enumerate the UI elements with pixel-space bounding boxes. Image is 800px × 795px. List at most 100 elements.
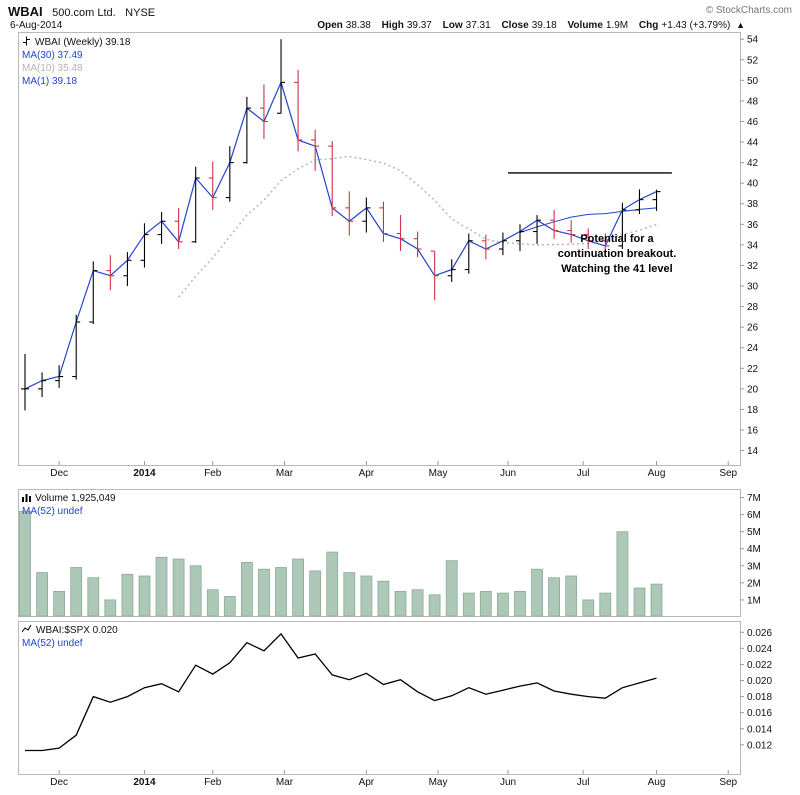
y-axis-label: 0.012 [747,740,772,751]
y-axis-label: 7M [747,493,761,504]
x-axis-label: Feb [204,777,222,788]
volume-bar [496,592,509,617]
ratio-legend-line: WBAI:$SPX 0.020 [21,624,118,637]
y-axis-label: 5M [747,527,761,538]
y-axis-label: 30 [747,282,759,293]
volume-bar [343,572,356,617]
chg-label: Chg [638,20,659,31]
ma1-legend-label: MA(1) 39.18 [22,76,78,87]
volume-legend-line: Volume 1,925,049 [22,492,116,505]
x-axis-label: Aug [647,777,666,788]
y-axis-label: 28 [747,302,759,313]
x-axis-label: 2014 [133,468,156,479]
volume-bar [87,577,100,617]
volume-bar [275,567,287,617]
ratio-ma-legend-label: MA(52) undef [22,638,83,649]
volume-bar [206,589,219,617]
ratio-line [25,632,657,752]
high-value: 39.37 [406,20,432,31]
y-axis-label: 32 [747,261,759,272]
x-axis-label: May [428,777,448,788]
volume-legend-label: Volume 1,925,049 [35,493,116,504]
x-axis-labels-lower: Dec 2014 Feb Mar Apr May Jun Jul Aug Sep [0,777,800,791]
y-axis-label: 3M [747,561,761,572]
x-axis-label: Jul [576,468,590,479]
x-axis-label: Sep [719,777,738,788]
chg-value: +1.43 (+3.79%) [661,20,731,31]
header-row: WBAI 500.com Ltd. NYSE © StockCharts.com [8,3,792,20]
volume-bar [650,583,663,617]
x-axis-label: Feb [204,468,222,479]
y-axis-label: 42 [747,158,759,169]
ma30-line [519,207,657,233]
volume-bar [172,558,185,617]
volume-bar [155,556,168,617]
volume-bar [258,568,270,617]
volume-pane: 7M 6M 5M 4M 3M 2M 1M [18,489,761,617]
volume-bar [548,577,560,617]
panel-border [18,32,741,466]
volume-bar [360,575,373,617]
y-axis-label: 18 [747,405,759,416]
volume-bar [479,591,492,617]
price-legend-line: WBAI (Weekly) 39.18 [22,36,130,49]
y-axis-label: 4M [747,544,761,555]
x-axis-label: Sep [719,468,738,479]
y-axis-label: 34 [747,240,759,251]
y-axis-label: 2M [747,578,761,589]
annotation-line: Potential for a [580,233,654,245]
x-axis-label: Jun [499,468,517,479]
y-axis-label: 1M [747,595,761,606]
x-axis-label: May [428,468,448,479]
y-axis-label: 6M [747,510,761,521]
open-value: 38.38 [345,20,371,31]
volume-legend: Volume 1,925,049 MA(52) undef [22,492,116,518]
histogram-icon [22,494,31,502]
volume-bar [445,560,458,617]
volume-bar [514,591,526,617]
low-label: Low [442,20,463,31]
high-label: High [381,20,404,31]
volume-bar [377,580,390,617]
y-axis-label: 0.016 [747,708,772,719]
volume-bar [36,572,48,617]
exchange-name: NYSE [125,7,156,19]
ratio-pane: 0.026 0.024 0.022 0.020 0.018 0.016 0.014 0.012 [18,621,772,775]
y-axis-label: 0.020 [747,676,772,687]
volume-bar [616,531,629,617]
y-axis-label: 48 [747,96,759,107]
ratio-legend: WBAI:$SPX 0.020 MA(52) undef [21,624,118,650]
quote-summary: Open 38.38 High 39.37 Low 37.31 Close 39.18 … [317,20,745,31]
volume-value: 1.9M [605,20,629,31]
line-chart-icon [21,624,32,633]
y-axis-label: 24 [747,343,759,354]
y-axis-label: 46 [747,117,759,128]
price-legend-label: WBAI (Weekly) 39.18 [35,37,131,48]
y-axis-label: 40 [747,179,759,190]
volume-bar [394,591,407,617]
volume-bar [462,592,475,617]
panel-border [18,489,741,617]
y-axis-label: 0.022 [747,660,772,671]
ratio-legend-label: WBAI:$SPX 0.020 [36,625,118,636]
y-axis-label: 36 [747,220,759,231]
y-axis-label: 0.024 [747,644,772,655]
ohlc-icon [23,36,30,46]
volume-bar [53,591,65,617]
close-label: Close [501,20,529,31]
y-axis-label: 0.026 [747,628,772,639]
panel-border [18,621,741,775]
volume-bar [326,551,339,617]
open-label: Open [317,20,343,31]
ma10-line [178,155,657,298]
volume-bar [70,567,83,617]
x-axis-labels-main: Dec 2014 Feb Mar Apr May Jun Jul Aug Sep [0,468,800,482]
up-arrow-icon: ▲ [736,20,745,30]
annotation-line: continuation breakout. [558,248,677,260]
close-value: 39.18 [531,20,557,31]
copyright: © StockCharts.com [705,5,792,16]
volume-bar [240,562,253,617]
x-axis-label: Aug [647,468,666,479]
price-legend: WBAI (Weekly) 39.18 MA(30) 37.49 MA(10) … [22,36,130,88]
